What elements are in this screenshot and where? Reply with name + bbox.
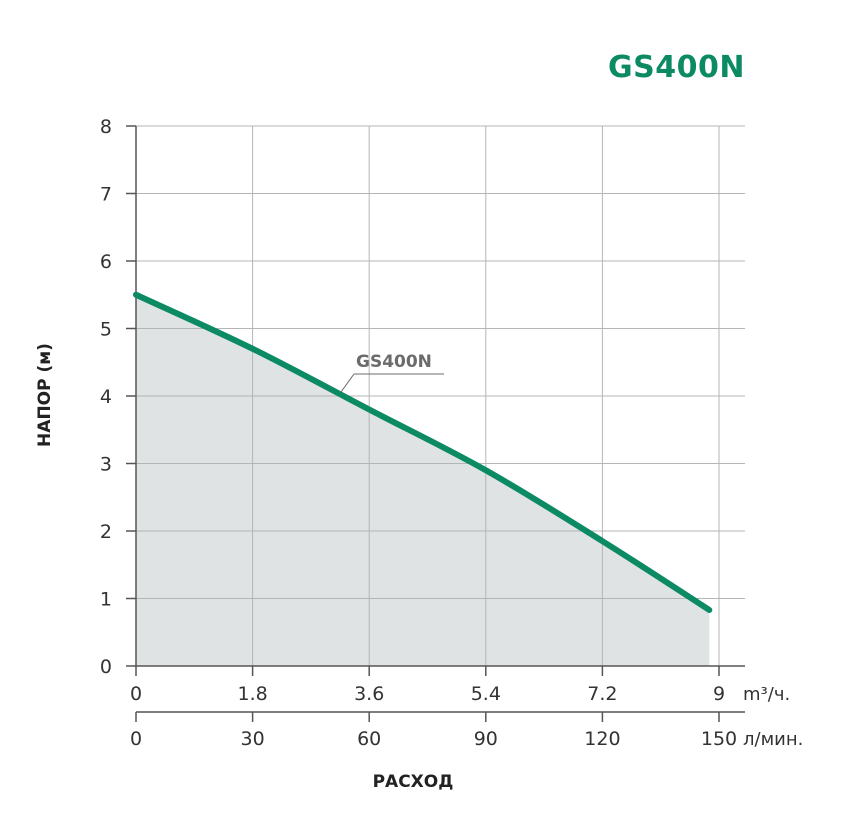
x-tick-label-m3h: 9 xyxy=(713,683,725,705)
x-unit-lmin: л/мин. xyxy=(743,729,803,750)
y-tick-label: 6 xyxy=(100,251,112,273)
x-unit-m3h: m³/ч. xyxy=(743,684,790,705)
curve-callout-leader xyxy=(340,373,355,393)
x-tick-label-m3h: 1.8 xyxy=(237,683,267,705)
y-tick-label: 3 xyxy=(100,454,112,476)
x-tick-label-lmin: 150 xyxy=(701,728,737,750)
x-tick-label-m3h: 0 xyxy=(130,683,142,705)
y-tick-label: 7 xyxy=(100,184,112,206)
y-axis-title: НАПОР (м) xyxy=(35,343,55,447)
curve-label-gs400n: GS400N xyxy=(356,352,432,372)
x-tick-label-lmin: 120 xyxy=(584,728,620,750)
x-tick-label-m3h: 3.6 xyxy=(354,683,384,705)
y-tick-label: 0 xyxy=(100,656,112,678)
y-tick-label: 4 xyxy=(100,386,112,408)
y-tick-label: 8 xyxy=(100,116,112,138)
x-tick-label-lmin: 90 xyxy=(474,728,498,750)
x-axis-title: РАСХОД xyxy=(373,772,454,792)
x-tick-label-m3h: 5.4 xyxy=(471,683,501,705)
chart-title: GS400N xyxy=(608,50,745,85)
x-tick-label-lmin: 60 xyxy=(357,728,381,750)
x-tick-label-m3h: 7.2 xyxy=(587,683,617,705)
y-tick-label: 5 xyxy=(100,319,112,341)
x-tick-label-lmin: 0 xyxy=(130,728,142,750)
curve-area-fill xyxy=(136,294,710,666)
curve-line-gs400n xyxy=(133,291,713,613)
x-tick-label-lmin: 30 xyxy=(241,728,265,750)
y-tick-label: 1 xyxy=(100,589,112,611)
y-tick-label: 2 xyxy=(100,521,112,543)
